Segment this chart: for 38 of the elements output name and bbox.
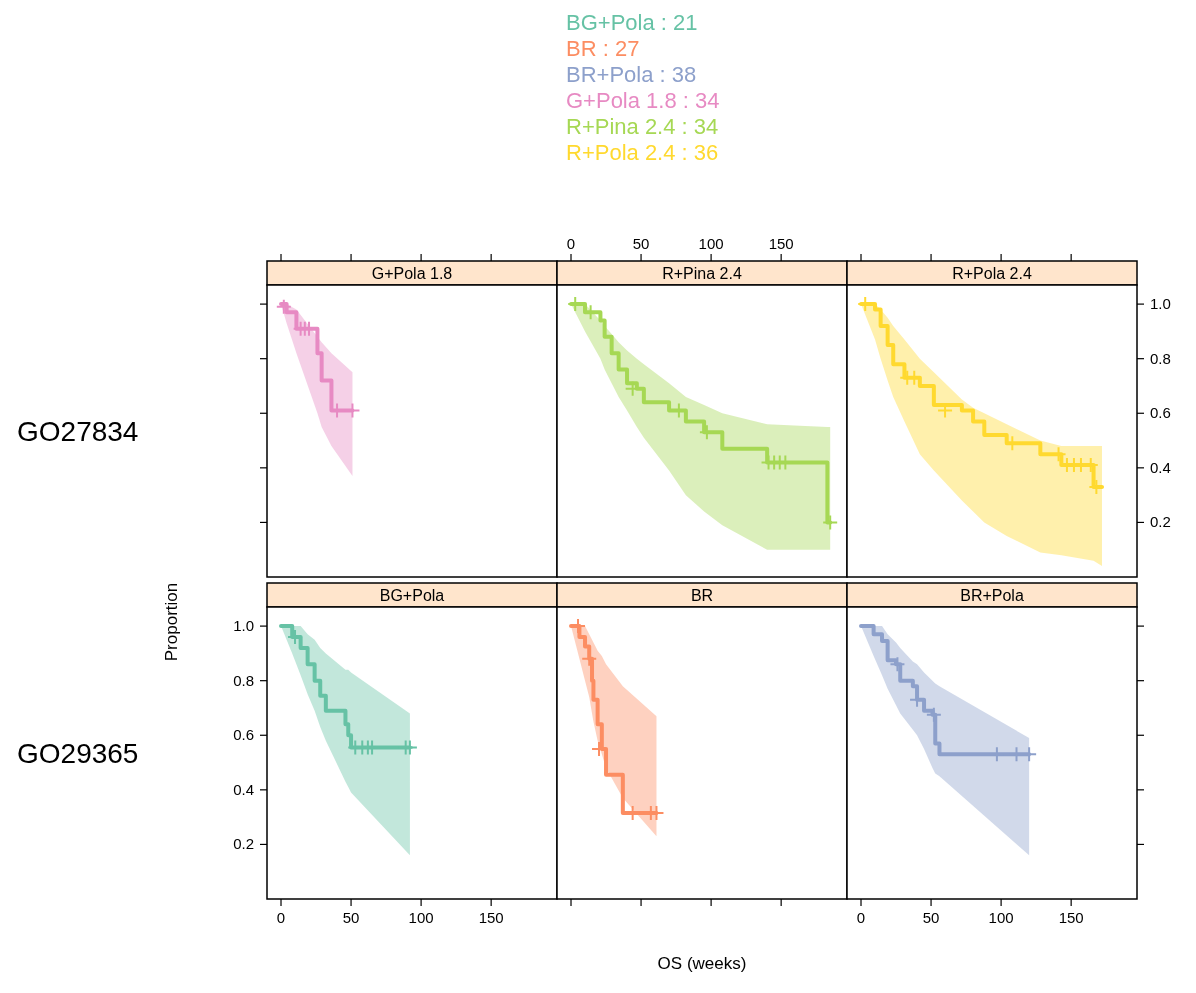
chart-title: BR+Pola [960, 587, 1024, 604]
text: R+Pola 2.4 : 36 [566, 140, 719, 165]
y-tick-label: 1.0 [1150, 295, 1171, 313]
y-tick-label: 1.0 [233, 617, 254, 635]
y-axis-title: Proportion [162, 582, 181, 662]
y-tick-label: 0.2 [233, 835, 254, 853]
y-tick-label: 0.8 [233, 671, 254, 689]
x-tick-label: 0 [856, 909, 866, 926]
y-tick-label: 0.4 [233, 780, 254, 798]
x-tick-label: 50 [342, 909, 360, 926]
x-tick-label: 150 [478, 909, 504, 926]
y-tick-label: 0.2 [1150, 513, 1171, 531]
y-tick-label: 0.8 [1150, 349, 1171, 367]
text: BR : 27 [566, 36, 640, 61]
x-axis-title: OS (weeks) [657, 954, 747, 973]
x-tick-label: 100 [988, 909, 1014, 926]
x-tick-label: 50 [632, 235, 650, 252]
text: GO27834 [17, 416, 139, 447]
chart-title: R+Pina 2.4 [662, 265, 742, 282]
text: BR+Pola : 38 [566, 62, 697, 87]
text: GO29365 [17, 738, 139, 769]
x-tick-label: 50 [922, 909, 940, 926]
x-tick-label: 0 [566, 235, 576, 252]
x-tick-label: 150 [1058, 909, 1084, 926]
chart-title: BG+Pola [379, 587, 445, 604]
x-tick-label: 100 [698, 235, 724, 252]
text: BG+Pola : 21 [566, 10, 698, 35]
chart-title: G+Pola 1.8 [371, 265, 453, 282]
y-tick-label: 0.4 [1150, 458, 1171, 476]
y-tick-label: 0.6 [233, 726, 254, 744]
text: G+Pola 1.8 : 34 [566, 88, 720, 113]
chart-title: R+Pola 2.4 [952, 265, 1032, 282]
x-tick-label: 100 [408, 909, 434, 926]
chart-title: BR [690, 587, 714, 604]
y-tick-label: 0.6 [1150, 404, 1171, 422]
text: R+Pina 2.4 : 34 [566, 114, 719, 139]
x-tick-label: 0 [276, 909, 286, 926]
x-tick-label: 150 [768, 235, 794, 252]
